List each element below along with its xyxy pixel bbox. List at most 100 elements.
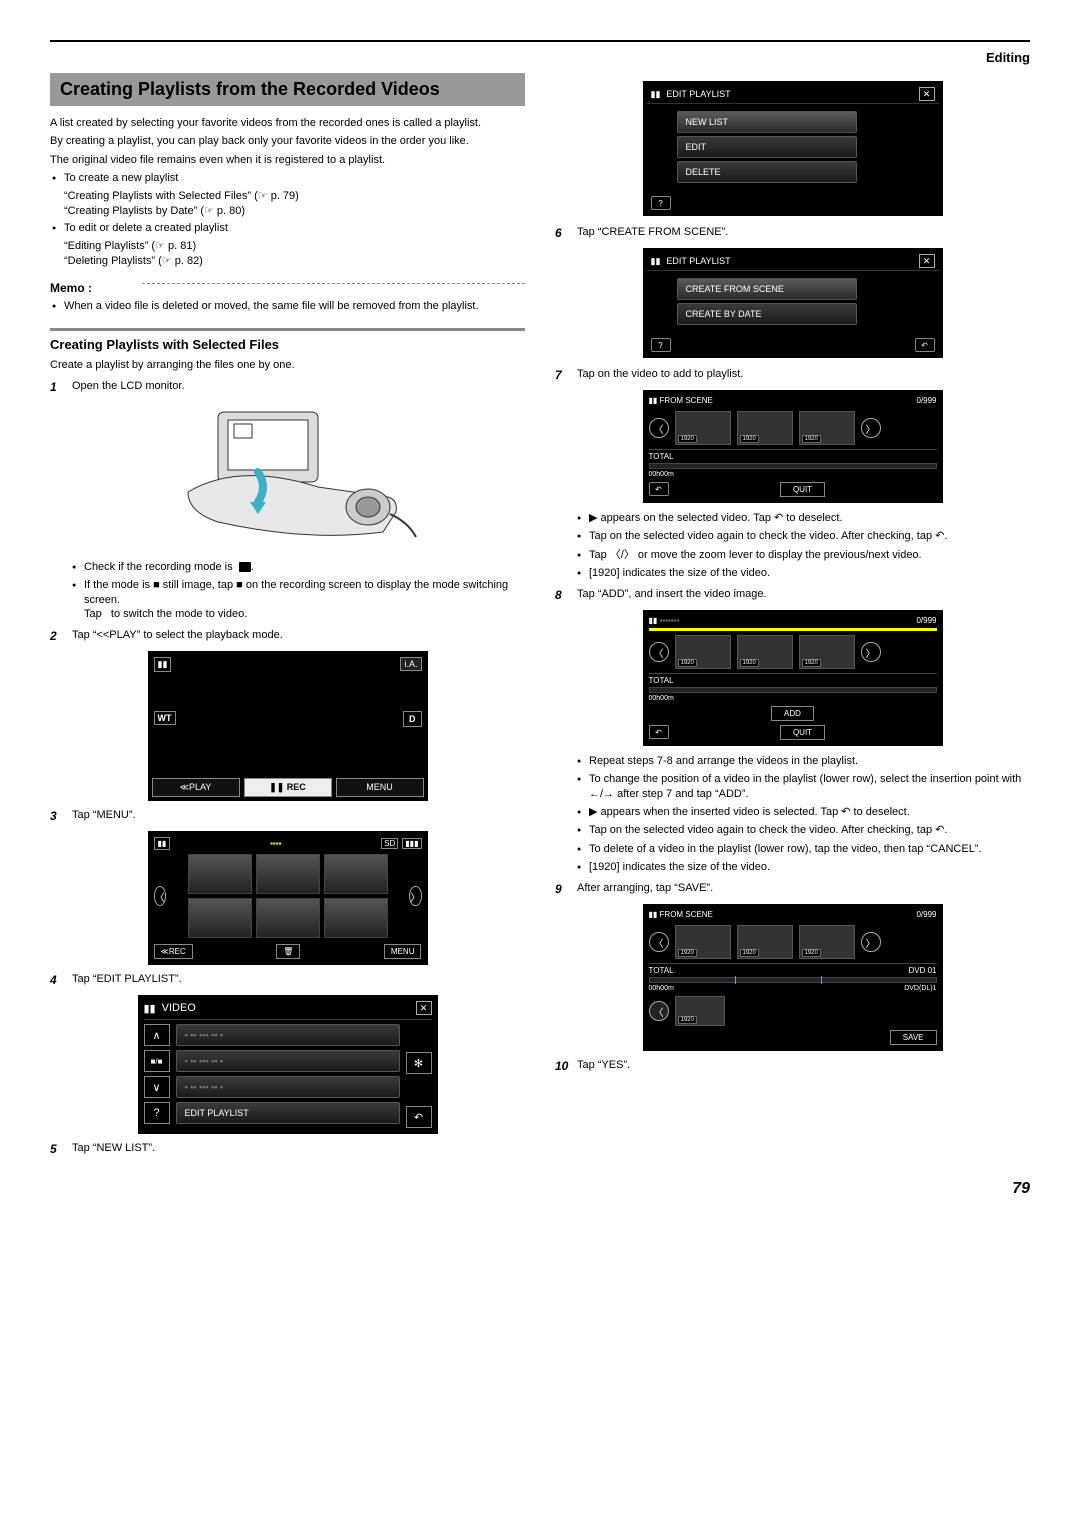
scene-thumb[interactable]: 1920 — [737, 925, 793, 959]
step-4-text: Tap “EDIT PLAYLIST”. — [72, 973, 525, 987]
back-icon[interactable]: ↶ — [406, 1106, 432, 1128]
edit-ref2: “Deleting Playlists” (☞ p. 82) — [64, 254, 525, 267]
scene-thumb[interactable]: 1920 — [675, 996, 725, 1026]
thumbnail[interactable] — [188, 898, 252, 938]
menu-row[interactable]: ▪ ▪▪ ▪▪▪ ▪▪ ▪ — [176, 1024, 400, 1046]
step-9-text: After arranging, tap “SAVE”. — [577, 882, 1030, 896]
from-scene-row[interactable]: CREATE FROM SCENE — [677, 278, 857, 300]
screen-title: EDIT PLAYLIST — [666, 256, 912, 266]
close-icon[interactable]: ✕ — [416, 1001, 432, 1015]
new-list-row[interactable]: NEW LIST — [677, 111, 857, 133]
help-icon[interactable]: ? — [651, 196, 671, 210]
video-icon: ▮▮ — [651, 89, 661, 100]
back-icon[interactable]: ↶ — [649, 725, 669, 739]
help-icon[interactable]: ? — [651, 338, 671, 352]
back-icon[interactable]: ↶ — [649, 482, 669, 496]
d-label: D — [403, 711, 422, 727]
scene-thumb[interactable]: 1920 — [737, 411, 793, 445]
prev-arrow[interactable]: 〈 — [154, 886, 166, 906]
step7-b3: Tap 〈/〉 or move the zoom lever to displa… — [577, 548, 1030, 562]
menu-row[interactable]: ▪ ▪▪ ▪▪▪ ▪▪ ▪ — [176, 1050, 400, 1072]
help-icon[interactable]: ? — [144, 1102, 170, 1124]
edit-playlist-row[interactable]: EDIT PLAYLIST — [176, 1102, 400, 1124]
step-8-text: Tap “ADD”, and insert the video image. — [577, 588, 1030, 602]
down-arrow-icon[interactable]: ∨ — [144, 1076, 170, 1098]
wt-label: WT — [154, 711, 176, 725]
step8-b5: To delete of a video in the playlist (lo… — [577, 842, 1030, 856]
quit-button[interactable]: QUIT — [780, 725, 825, 740]
page-number: 79 — [50, 1180, 1030, 1198]
prev-arrow[interactable]: 〈 — [649, 642, 669, 662]
progress-bar — [649, 977, 937, 983]
trash-icon[interactable]: 🗑 — [276, 944, 300, 959]
step-6-num: 6 — [555, 226, 577, 240]
recording-screen: ▮▮ i.A. WT D ≪PLAY ❚❚ REC MENU — [148, 651, 428, 801]
ia-badge: i.A. — [400, 657, 421, 671]
up-arrow-icon[interactable]: ∧ — [144, 1024, 170, 1046]
menu-row[interactable]: ▪ ▪▪ ▪▪▪ ▪▪ ▪ — [176, 1076, 400, 1098]
close-icon[interactable]: ✕ — [919, 254, 935, 268]
progress-bar — [649, 463, 937, 469]
menu-button[interactable]: MENU — [384, 944, 422, 959]
video-icon: ▮▮ — [649, 616, 658, 625]
rec-button[interactable]: ≪REC — [154, 944, 193, 959]
left-column: Creating Playlists from the Recorded Vid… — [50, 73, 525, 1160]
step-4-num: 4 — [50, 973, 72, 987]
thumbnail[interactable] — [256, 854, 320, 894]
step-6-text: Tap “CREATE FROM SCENE”. — [577, 226, 1030, 240]
step8-b6: [1920] indicates the size of the video. — [577, 860, 1030, 874]
back-icon[interactable]: ↶ — [915, 338, 935, 352]
play-button[interactable]: ≪PLAY — [152, 778, 240, 797]
play-pause-icon[interactable]: ■/■ — [144, 1050, 170, 1072]
by-date-row[interactable]: CREATE BY DATE — [677, 303, 857, 325]
video-menu-screen: ▮▮ VIDEO ✕ ∧ ■/■ ∨ ? ▪ ▪▪ ▪▪▪ ▪▪ ▪ ▪ ▪▪ … — [138, 995, 438, 1134]
add-button[interactable]: ADD — [771, 706, 814, 721]
rec-button[interactable]: ❚❚ REC — [244, 778, 332, 797]
scene-thumb[interactable]: 1920 — [737, 635, 793, 669]
step-1-text: Open the LCD monitor. — [72, 380, 525, 394]
section-title: Creating Playlists from the Recorded Vid… — [50, 73, 525, 106]
step8-b3: ▶ appears when the inserted video is sel… — [577, 805, 1030, 819]
scene-thumb[interactable]: 1920 — [675, 925, 731, 959]
scene-thumb[interactable]: 1920 — [675, 635, 731, 669]
video-icon: ▮▮ — [651, 256, 661, 267]
step-3-num: 3 — [50, 809, 72, 823]
save-button[interactable]: SAVE — [890, 1030, 937, 1045]
menu-button[interactable]: MENU — [336, 778, 424, 797]
close-icon[interactable]: ✕ — [919, 87, 935, 101]
scene-thumb[interactable]: 1920 — [675, 411, 731, 445]
thumbnail[interactable] — [188, 854, 252, 894]
next-arrow[interactable]: 〉 — [409, 886, 421, 906]
thumbnail[interactable] — [256, 898, 320, 938]
create-ref2: “Creating Playlists by Date” (☞ p. 80) — [64, 204, 525, 217]
step8-b4: Tap on the selected video again to check… — [577, 823, 1030, 837]
quit-button[interactable]: QUIT — [780, 482, 825, 497]
scene-thumb[interactable]: 1920 — [799, 925, 855, 959]
step1-b2: If the mode is ■ still image, tap ■ on t… — [72, 578, 525, 621]
edit-playlist-bullet: To edit or delete a created playlist — [52, 221, 525, 235]
thumbnail[interactable] — [324, 898, 388, 938]
count-label: 0/999 — [916, 910, 936, 919]
delete-row[interactable]: DELETE — [677, 161, 857, 183]
thumbnail[interactable] — [324, 854, 388, 894]
step-2-num: 2 — [50, 629, 72, 643]
create-from-screen: ▮▮ EDIT PLAYLIST ✕ CREATE FROM SCENE CRE… — [643, 248, 943, 358]
create-playlist-bullet: To create a new playlist — [52, 171, 525, 185]
prev-arrow[interactable]: 〈 — [649, 1001, 669, 1021]
prev-arrow[interactable]: 〈 — [649, 932, 669, 952]
prev-arrow[interactable]: 〈 — [649, 418, 669, 438]
next-arrow[interactable]: 〉 — [861, 418, 881, 438]
step-2-text: Tap “<<PLAY” to select the playback mode… — [72, 629, 525, 643]
next-arrow[interactable]: 〉 — [861, 932, 881, 952]
memo-rule — [142, 283, 525, 284]
scene-thumb[interactable]: 1920 — [799, 411, 855, 445]
scene-thumb[interactable]: 1920 — [799, 635, 855, 669]
edit-row[interactable]: EDIT — [677, 136, 857, 158]
gear-icon[interactable]: ✻ — [406, 1052, 432, 1074]
next-arrow[interactable]: 〉 — [861, 642, 881, 662]
step-9-num: 9 — [555, 882, 577, 896]
sub-heading: Creating Playlists with Selected Files — [50, 328, 525, 352]
step1-b1: Check if the recording mode is . — [72, 560, 525, 574]
from-scene-screen: ▮▮ FROM SCENE 0/999 〈 1920 1920 1920 〉 T… — [643, 390, 943, 503]
step8-b1: Repeat steps 7-8 and arrange the videos … — [577, 754, 1030, 768]
